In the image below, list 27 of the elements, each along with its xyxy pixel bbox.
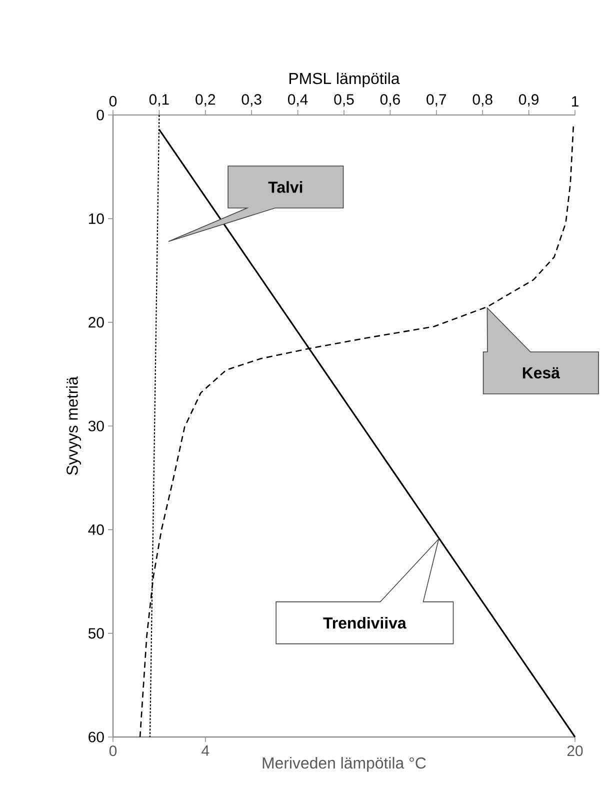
y-tick-label: 10 <box>89 213 104 224</box>
y-axis-title: Syvyys metriä <box>66 376 82 475</box>
x2-tick-label: 0,8 <box>472 94 492 106</box>
x2-tick-label: 0,6 <box>380 94 400 106</box>
x-tick-label: 4 <box>202 746 210 756</box>
annotation: Talvi <box>268 181 302 193</box>
x2-tick-label: 1 <box>572 96 578 106</box>
y-tick-label: 50 <box>88 628 104 639</box>
y-tick-label: 20 <box>88 317 104 328</box>
y-tick-label: 40 <box>88 524 104 535</box>
x2-axis-title: PMSL lämpötila <box>290 72 400 88</box>
x-axis-title: Meriveden lämpötila °C <box>262 756 426 772</box>
y-tick-label: 0 <box>96 110 104 120</box>
x2-tick-label: 0,7 <box>426 94 446 106</box>
x2-tick-label: 0,9 <box>518 94 538 106</box>
y-tick-label: 30 <box>88 420 104 432</box>
annotation: Kesä <box>522 367 560 378</box>
x2-tick-label: 0,4 <box>288 94 308 106</box>
x2-tick-label: 0 <box>109 96 117 106</box>
x2-tick-label: 0,1 <box>149 94 169 106</box>
x2-tick-label: 0,3 <box>242 94 262 106</box>
x-tick-label: 0 <box>109 746 117 756</box>
x2-tick-label: 0,5 <box>334 94 354 106</box>
annotation: Trendiviiva <box>323 616 406 629</box>
x-tick-label: 20 <box>567 746 583 756</box>
x2-tick-label: 0,2 <box>196 94 216 106</box>
y-tick-label: 60 <box>88 732 104 742</box>
